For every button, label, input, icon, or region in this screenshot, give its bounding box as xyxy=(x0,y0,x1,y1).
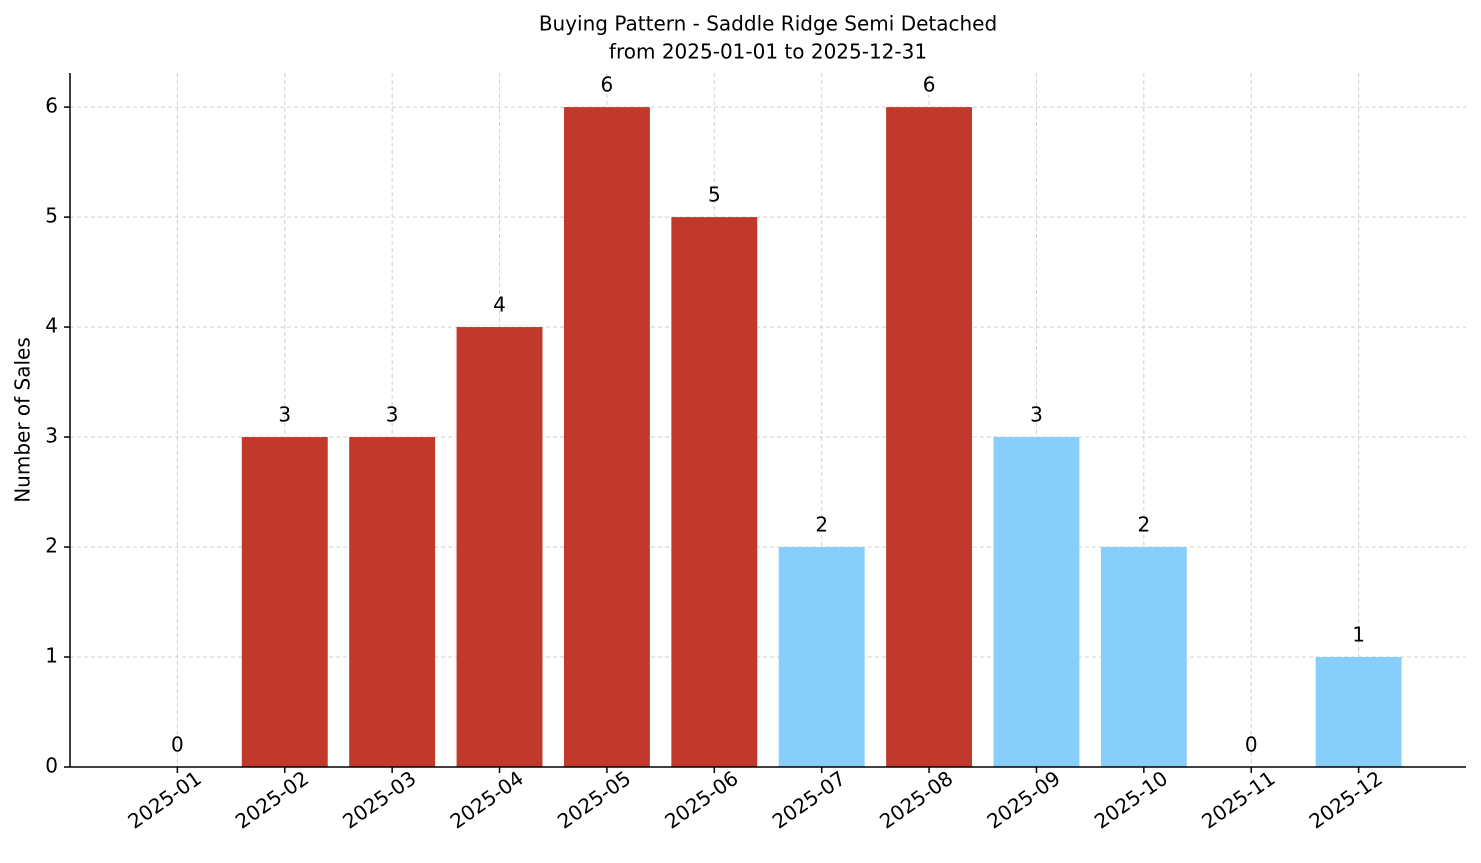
bar xyxy=(563,107,650,767)
bar xyxy=(671,217,758,768)
bar xyxy=(241,437,328,767)
y-tick-label: 3 xyxy=(45,424,58,448)
data-label: 2 xyxy=(815,513,828,537)
data-label: 2 xyxy=(1137,513,1150,537)
x-tick-label: 2025-02 xyxy=(231,766,313,834)
data-label: 1 xyxy=(1352,623,1365,647)
y-tick-label: 0 xyxy=(45,754,58,778)
x-tick-label: 2025-11 xyxy=(1197,766,1279,834)
y-tick-label: 4 xyxy=(45,314,58,338)
y-axis-label: Number of Sales xyxy=(11,337,35,503)
y-tick-label: 2 xyxy=(45,534,58,558)
x-tick-label: 2025-09 xyxy=(982,766,1064,834)
data-label: 6 xyxy=(601,73,614,97)
x-tick-label: 2025-08 xyxy=(875,766,957,834)
y-tick-label: 5 xyxy=(45,204,58,228)
bar xyxy=(886,107,973,767)
data-label: 0 xyxy=(171,733,184,757)
x-tick-label: 2025-10 xyxy=(1090,766,1172,834)
data-label: 0 xyxy=(1245,733,1258,757)
bar xyxy=(1100,547,1187,767)
bar xyxy=(993,437,1080,767)
y-tick-label: 6 xyxy=(45,94,58,118)
data-label: 4 xyxy=(493,293,506,317)
bar xyxy=(349,437,436,767)
x-tick-label: 2025-05 xyxy=(553,766,635,834)
x-tick-label: 2025-03 xyxy=(338,766,420,834)
x-tick-label: 2025-12 xyxy=(1305,766,1387,834)
data-label: 5 xyxy=(708,183,721,207)
data-label: 3 xyxy=(1030,403,1043,427)
chart-subtitle: from 2025-01-01 to 2025-12-31 xyxy=(609,40,927,64)
bar xyxy=(1315,657,1402,767)
chart-title: Buying Pattern - Saddle Ridge Semi Detac… xyxy=(539,12,997,36)
x-tick-label: 2025-06 xyxy=(660,766,742,834)
x-tick-label: 2025-07 xyxy=(768,766,850,834)
x-tick-label: 2025-04 xyxy=(446,766,528,834)
bar xyxy=(456,327,543,767)
data-label: 6 xyxy=(923,73,936,97)
y-tick-label: 1 xyxy=(45,644,58,668)
data-label: 3 xyxy=(386,403,399,427)
x-tick-label: 2025-01 xyxy=(123,766,205,834)
bar xyxy=(778,547,865,767)
data-label: 3 xyxy=(278,403,291,427)
